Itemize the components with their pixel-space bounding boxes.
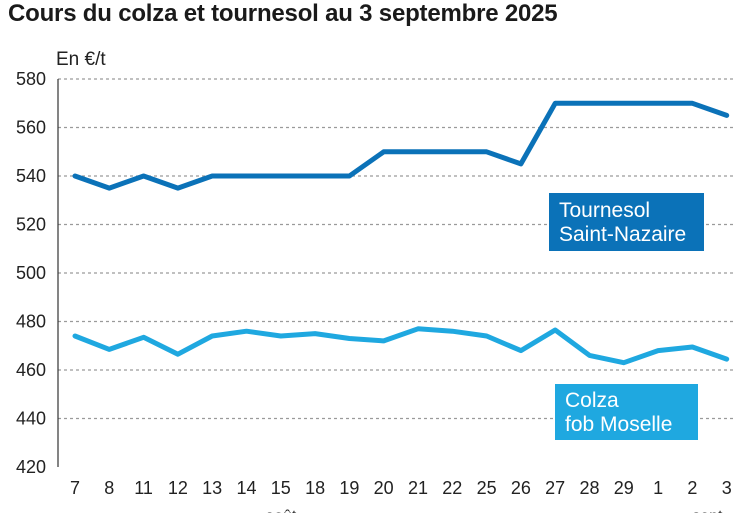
x-tick-label: 8 [104, 478, 114, 498]
x-tick-label: 28 [579, 478, 599, 498]
x-tick-label: 21 [408, 478, 428, 498]
x-tick-label: 22 [442, 478, 462, 498]
x-tick-label: 1 [653, 478, 663, 498]
x-tick-label: 26 [511, 478, 531, 498]
x-tick-label: 29 [614, 478, 634, 498]
y-axis-unit-label: En €/t [56, 49, 106, 70]
month-label: août [265, 508, 297, 513]
x-tick-label: 19 [339, 478, 359, 498]
legend-colza-line-2: fob Moselle [565, 413, 673, 436]
x-tick-label: 11 [134, 478, 153, 498]
y-tick-label: 500 [16, 263, 46, 283]
x-tick-label: 14 [236, 478, 256, 498]
y-tick-label: 440 [16, 409, 46, 429]
y-tick-label: 480 [16, 312, 46, 332]
x-tick-label: 27 [545, 478, 565, 498]
legend-tournesol-line-2: Saint-Nazaire [559, 223, 687, 246]
y-tick-label: 560 [16, 118, 46, 138]
x-tick-label: 13 [202, 478, 222, 498]
month-label: sept. [692, 508, 727, 513]
legend-colza-line-1: Colza [565, 389, 619, 412]
x-tick-label: 12 [168, 478, 188, 498]
x-tick-label: 3 [722, 478, 732, 498]
month-labels: août sept. [265, 508, 727, 513]
x-tick-label: 7 [70, 478, 80, 498]
x-tick-label: 2 [687, 478, 697, 498]
y-tick-label: 460 [16, 360, 46, 380]
y-axis-ticks: 420 440 460 480 500 520 540 560 580 [16, 69, 46, 477]
series-lines [72, 100, 730, 366]
y-tick-label: 580 [16, 69, 46, 89]
x-tick-label: 20 [374, 478, 394, 498]
gridlines [58, 78, 733, 420]
legend-tournesol-line-1: Tournesol [559, 199, 651, 222]
chart-title: Cours du colza et tournesol au 3 septemb… [8, 0, 558, 27]
series-line-tournesol [72, 100, 730, 191]
y-tick-label: 420 [16, 457, 46, 477]
x-axis-ticks: 7 8 11 12 13 14 15 18 19 20 21 22 25 26 27 28 29 1 2 3 [70, 478, 732, 498]
x-tick-label: 25 [477, 478, 497, 498]
legend-tournesol: Tournesol Saint-Nazaire [549, 193, 704, 251]
series-line-colza [72, 326, 730, 366]
y-tick-label: 540 [16, 166, 46, 186]
y-tick-label: 520 [16, 215, 46, 235]
legend-colza: Colza fob Moselle [555, 384, 698, 440]
x-tick-label: 15 [271, 478, 291, 498]
x-tick-label: 18 [305, 478, 325, 498]
